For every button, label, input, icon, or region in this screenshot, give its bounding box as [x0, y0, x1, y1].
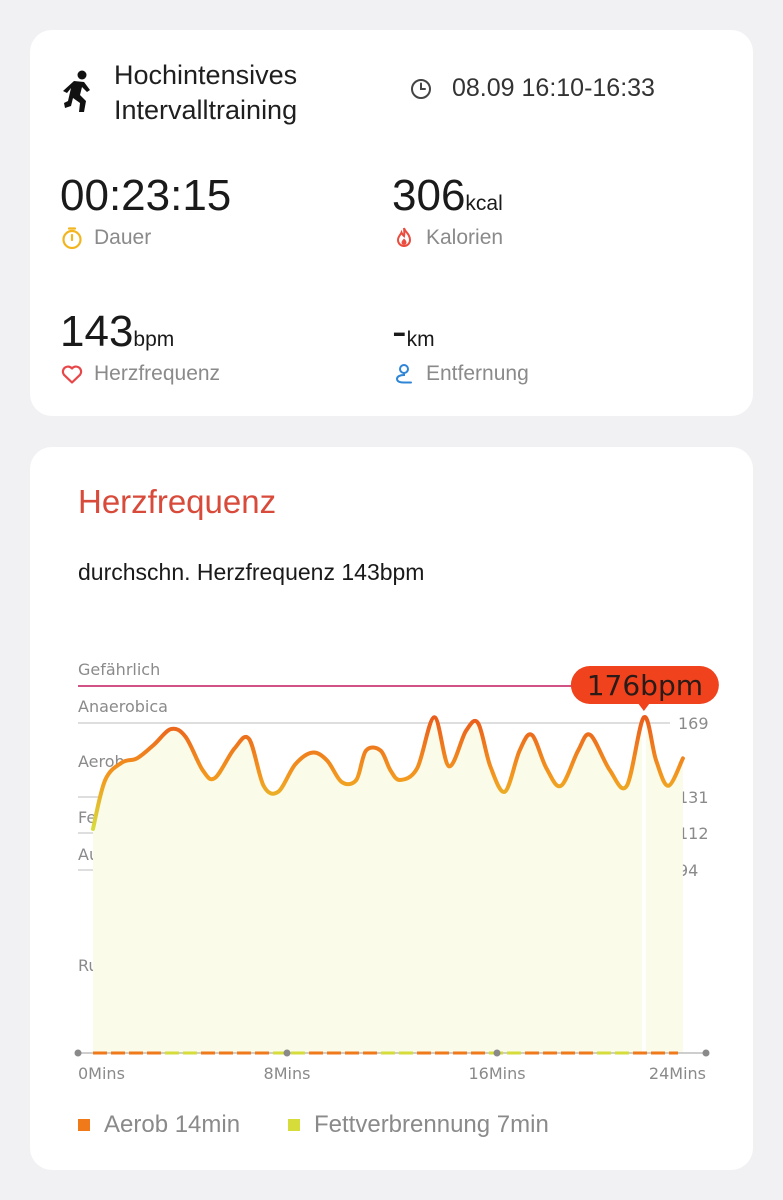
clock-icon — [411, 78, 431, 99]
zone-threshold-4: 112 — [678, 824, 709, 843]
calories-value: 306 — [392, 171, 466, 220]
zone-label-1: Anaerobica — [78, 697, 168, 716]
x-tick-dot — [493, 1049, 501, 1057]
distance-unit: km — [406, 328, 435, 351]
workout-title: Hochintensives Intervalltraining — [114, 58, 354, 128]
legend-fat-burn-label: Fettverbrennung 7min — [314, 1111, 549, 1138]
distance-label: Entfernung — [426, 362, 529, 385]
duration-metric: 00:23:15 Dauer — [60, 172, 231, 250]
zone-label-0: Gefährlich — [78, 660, 160, 679]
calories-label: Kalorien — [426, 226, 504, 249]
legend-aerob-label: Aerob 14min — [104, 1111, 241, 1138]
legend-fat-burn: Fettverbrennung 7min — [288, 1111, 549, 1139]
x-tick-label: 0Mins — [78, 1064, 125, 1083]
workout-title-line1: Hochintensives — [114, 60, 298, 90]
distance-value: - — [392, 307, 407, 356]
workout-summary-card: Hochintensives Intervalltraining 08.09 1… — [30, 30, 753, 416]
calories-metric: 306kcal Kalorien — [392, 172, 503, 250]
x-tick-dot — [74, 1049, 82, 1057]
legend-aerob-swatch — [78, 1119, 90, 1131]
zone-threshold-5: 94 — [678, 861, 698, 880]
zone-threshold-3: 131 — [678, 788, 709, 807]
x-tick-dot — [702, 1049, 710, 1057]
x-tick-dot — [283, 1049, 291, 1057]
legend-fat-burn-swatch — [288, 1119, 300, 1131]
duration-label: Dauer — [94, 226, 152, 249]
heart-rate-metric: 143bpm Herzfrequenz — [60, 308, 220, 386]
heart-rate-title: Herzfrequenz — [78, 483, 277, 520]
route-pin-icon — [395, 364, 412, 384]
heart-rate-label: Herzfrequenz — [94, 362, 221, 385]
peak-tooltip-pointer — [637, 703, 650, 711]
distance-metric: -km Entfernung — [392, 308, 529, 386]
peak-tooltip — [570, 666, 719, 704]
x-tick-label: 24Mins — [649, 1064, 706, 1083]
calories-unit: kcal — [465, 192, 503, 215]
hiit-runner-icon — [63, 70, 90, 112]
x-tick-label: 16Mins — [468, 1064, 525, 1083]
heart-rate-line — [91, 715, 685, 831]
average-heart-rate: durchschn. Herzfrequenz 143bpm — [78, 559, 425, 585]
heart-rate-unit: bpm — [133, 328, 175, 351]
heart-rate-area — [93, 716, 683, 1053]
heart-rate-card: Herzfrequenz durchschn. Herzfrequenz 143… — [30, 447, 753, 1170]
time-range: 08.09 16:10-16:33 — [452, 74, 655, 102]
legend-aerob: Aerob 14min — [78, 1111, 240, 1139]
workout-title-line2: Intervalltraining — [114, 95, 298, 125]
heart-rate-value: 143 — [60, 307, 134, 356]
stopwatch-icon — [62, 227, 82, 250]
x-tick-label: 8Mins — [264, 1064, 311, 1083]
heart-rate-chart: Gefährlich188Anaerobica169AerobFettverbr… — [74, 660, 719, 1083]
heart-icon — [61, 365, 83, 384]
zone-threshold-1: 169 — [678, 714, 709, 733]
flame-icon — [396, 227, 412, 247]
peak-tooltip-label: 176bpm — [587, 669, 703, 702]
workout-header: Hochintensives Intervalltraining — [60, 58, 354, 128]
workout-time: 08.09 16:10-16:33 — [410, 74, 655, 103]
duration-value: 00:23:15 — [60, 171, 232, 220]
